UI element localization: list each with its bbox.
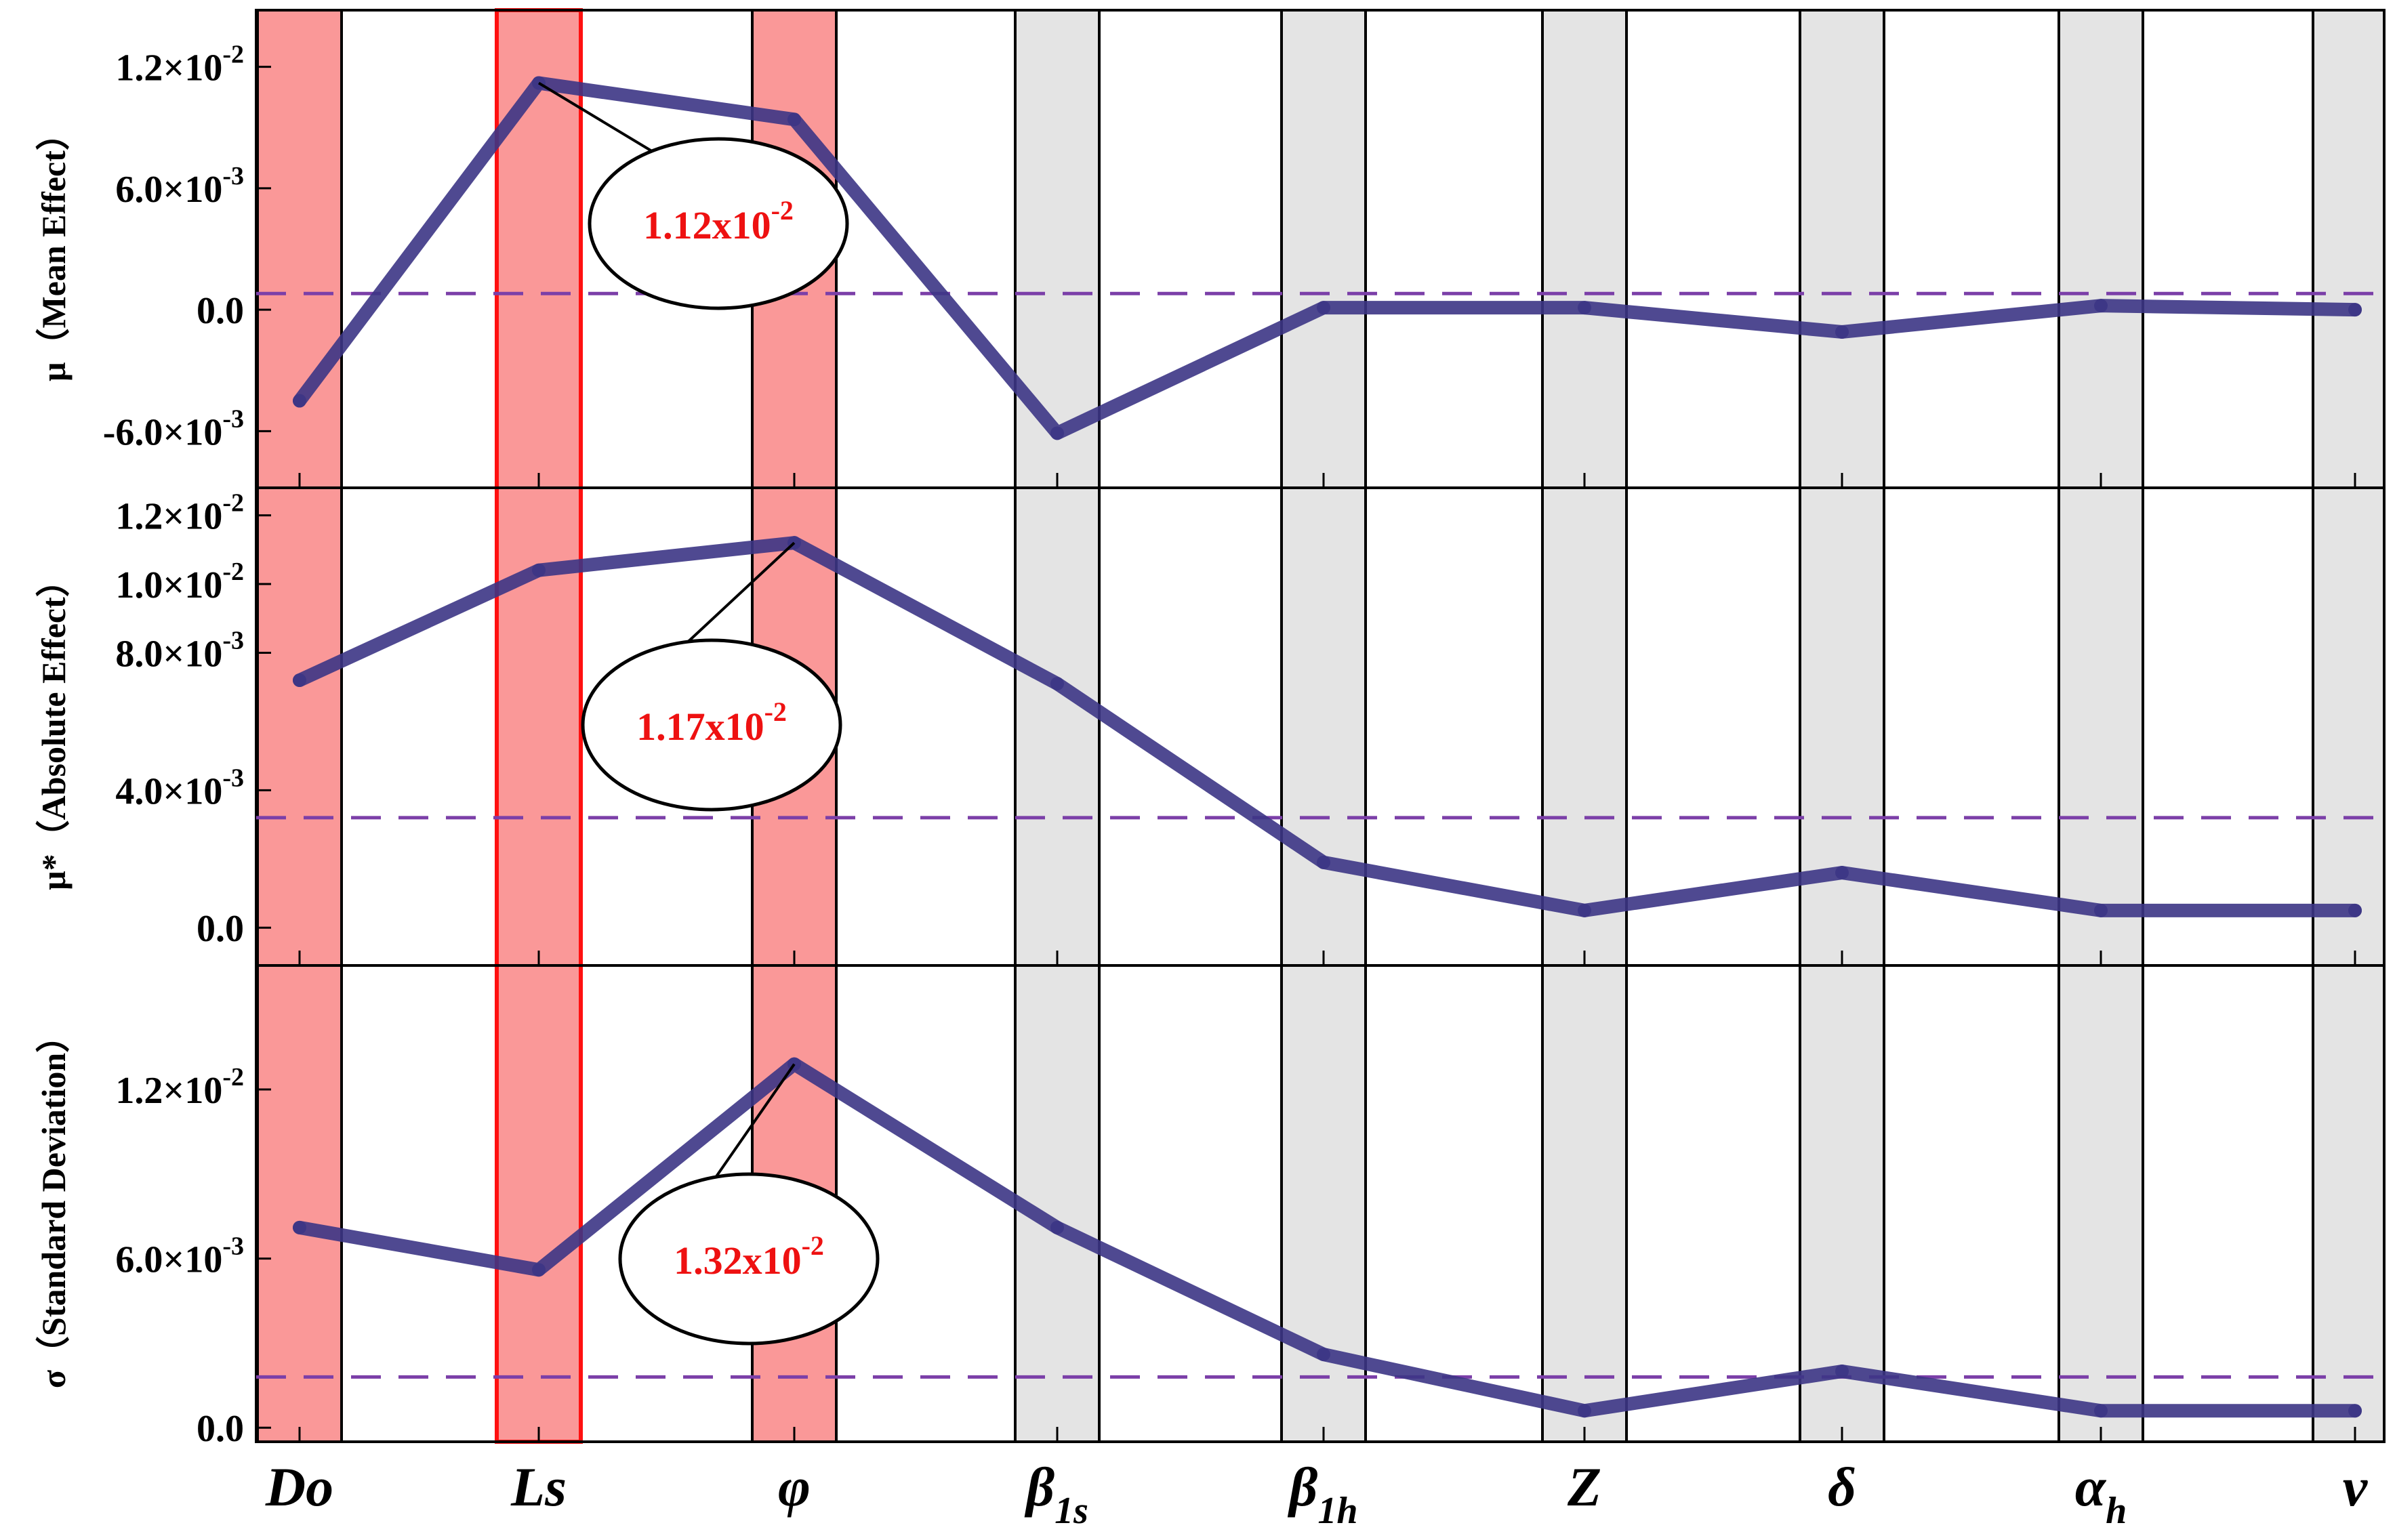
- y-axis-label-abs: μ*（Absolute Effect）: [35, 563, 73, 890]
- data-point-std-β1h: [1317, 1348, 1330, 1362]
- callout-bubble-abs: [581, 638, 842, 812]
- data-point-mean-β1s: [1050, 426, 1064, 440]
- x-category-label: β1s: [1024, 1456, 1088, 1532]
- y-tick-label: 1.2×10-2: [115, 1063, 244, 1112]
- data-point-abs-Do: [293, 673, 306, 688]
- y-tick-label: -6.0×10-3: [103, 404, 244, 453]
- data-point-mean-β1h: [1317, 301, 1330, 315]
- category-band-ν: [2312, 9, 2386, 1443]
- data-point-std-ν: [2348, 1404, 2362, 1418]
- callout-label-abs: 1.17x10-2: [636, 696, 787, 749]
- data-point-mean-ν: [2348, 303, 2362, 317]
- data-point-abs-αh: [2094, 903, 2108, 917]
- y-tick-label: 4.0×10-3: [115, 764, 244, 812]
- data-point-abs-Ls: [532, 563, 546, 577]
- x-category-label: Do: [265, 1456, 333, 1518]
- y-tick-label: 1.0×10-2: [115, 558, 244, 606]
- data-point-mean-φ: [787, 112, 801, 127]
- data-point-std-Z: [1578, 1404, 1591, 1418]
- x-category-label: Ls: [510, 1456, 567, 1518]
- data-point-std-αh: [2094, 1404, 2108, 1418]
- callout-label-mean: 1.12x10-2: [643, 195, 794, 247]
- data-point-mean-Do: [293, 394, 306, 408]
- y-tick-label: 6.0×10-3: [115, 162, 244, 211]
- data-point-std-δ: [1835, 1365, 1849, 1379]
- category-band-β1h: [1280, 9, 1367, 1443]
- series-lines: [256, 76, 2384, 1418]
- category-band-δ: [1799, 9, 1885, 1443]
- data-point-abs-ν: [2348, 903, 2362, 917]
- panel-frames: [255, 9, 2386, 1443]
- category-band-αh: [2058, 9, 2144, 1443]
- y-tick-label: 0.0: [197, 908, 244, 950]
- callout-leader-mean: [537, 81, 672, 164]
- y-tick-label: 8.0×10-3: [115, 626, 244, 675]
- x-category-label: αh: [2075, 1456, 2127, 1532]
- category-band-Z: [1541, 9, 1628, 1443]
- callouts: 1.12x10-2 1.17x10-2 1.32x10-2: [537, 81, 880, 1346]
- y-axis-label-mean: μ（Mean Effect）: [35, 117, 73, 381]
- y-tick-label: 0.0: [197, 290, 244, 332]
- axis-labels: -6.0×10-3 0.0 6.0×10-3 1.2×10-2 μ（Mean Effec…: [35, 41, 2369, 1532]
- x-category-label: φ: [778, 1456, 811, 1518]
- y-tick-label: 0.0: [197, 1408, 244, 1450]
- data-point-std-β1s: [1050, 1220, 1064, 1234]
- callout-bubble-mean: [588, 137, 849, 310]
- x-category-label: ν: [2343, 1456, 2369, 1518]
- category-band-Do: [256, 9, 343, 1443]
- data-point-mean-αh: [2094, 299, 2108, 313]
- panel-frame-std: [255, 964, 2386, 1443]
- data-point-mean-Z: [1578, 301, 1591, 315]
- y-tick-label: 6.0×10-3: [115, 1232, 244, 1281]
- callout-label-std: 1.32x10-2: [674, 1230, 824, 1283]
- data-point-std-Ls: [532, 1263, 546, 1277]
- x-category-label: β1h: [1287, 1456, 1357, 1532]
- data-point-abs-δ: [1835, 866, 1849, 880]
- x-category-label: Z: [1567, 1456, 1601, 1518]
- category-band-Ls: [495, 9, 582, 1443]
- data-point-abs-β1h: [1317, 855, 1330, 869]
- y-tick-label: 1.2×10-2: [115, 41, 244, 89]
- callout-bubble-std: [618, 1172, 880, 1346]
- y-tick-label: 1.2×10-2: [115, 489, 244, 538]
- y-axis-label-std: σ（Standard Deviation）: [35, 1019, 73, 1388]
- category-bands: [256, 8, 2386, 1444]
- data-point-abs-Z: [1578, 903, 1591, 917]
- x-category-label: δ: [1828, 1456, 1856, 1518]
- data-point-mean-δ: [1835, 325, 1849, 339]
- data-point-abs-β1s: [1050, 677, 1064, 691]
- data-point-std-Do: [293, 1220, 306, 1234]
